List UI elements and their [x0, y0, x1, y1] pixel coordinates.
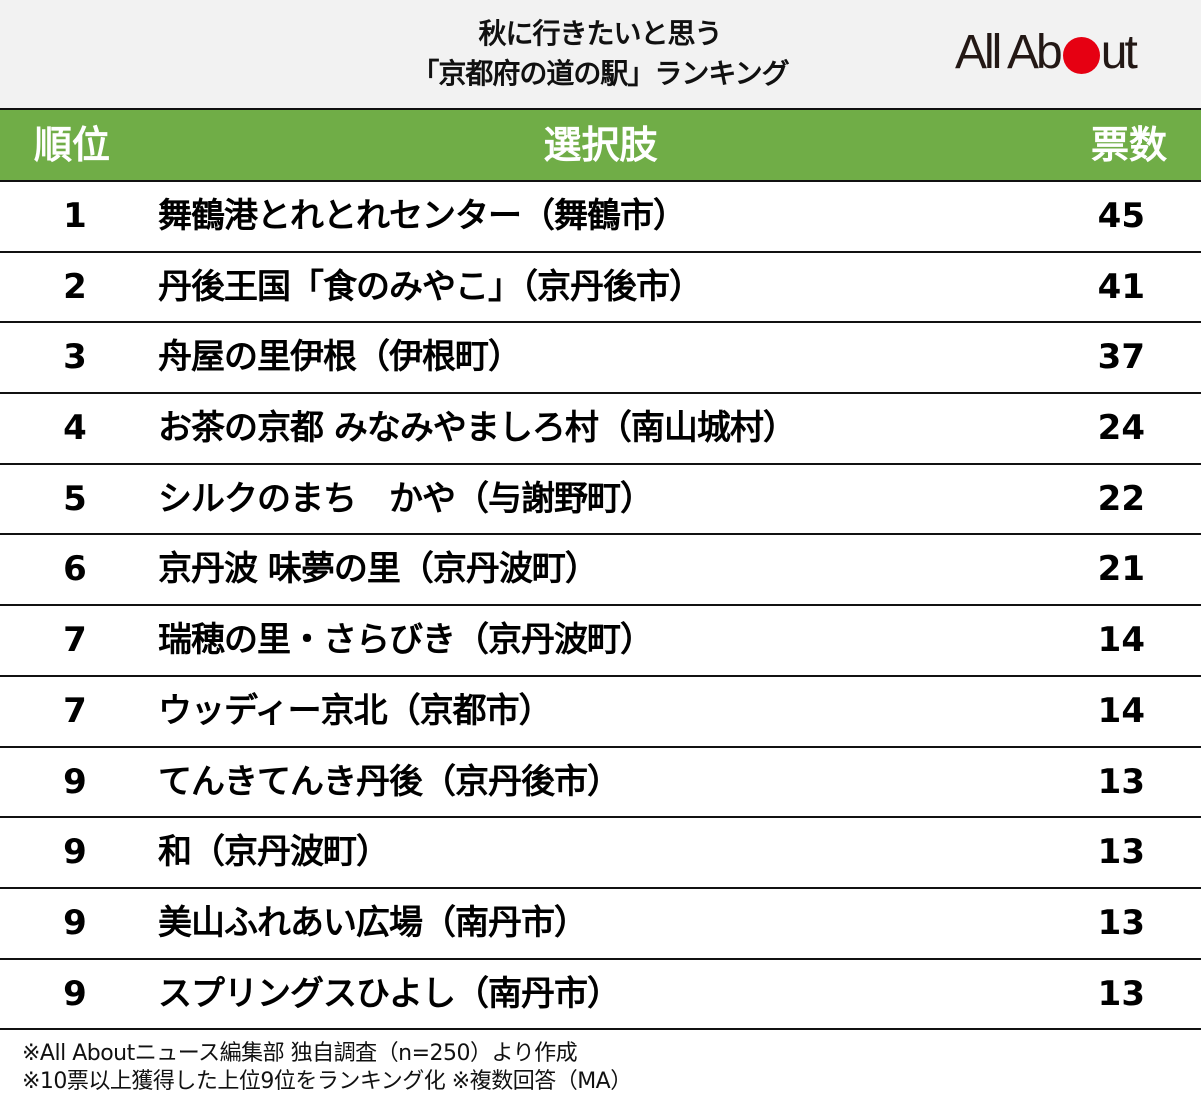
rank-cell: 9 [63, 902, 87, 943]
votes-cell: 21 [1097, 549, 1145, 590]
name-cell: 瑞穂の里・さらびき（京丹波町） [158, 620, 654, 661]
table-row: 9 スプリングスひよし（南丹市） 13 [0, 960, 1201, 1031]
name-cell: シルクのまち かや（与謝野町） [158, 478, 654, 519]
table-header: 選択肢 順位 票数 [0, 110, 1201, 182]
table-row: 1 舞鶴港とれとれセンター（舞鶴市） 45 [0, 182, 1201, 253]
rank-cell: 1 [63, 196, 87, 236]
votes-cell: 37 [1097, 337, 1145, 378]
table-row: 9 和（京丹波町） 13 [0, 818, 1201, 889]
rank-cell: 7 [63, 620, 87, 661]
footer-note-source: ※All Aboutニュース編集部 独自調査（n=250）より作成 [22, 1041, 578, 1066]
table-row: 9 美山ふれあい広場（南丹市） 13 [0, 889, 1201, 960]
header-rank: 順位 [34, 123, 111, 167]
name-cell: 舟屋の里伊根（伊根町） [158, 337, 522, 378]
rank-cell: 6 [63, 549, 87, 590]
votes-cell: 22 [1097, 478, 1145, 519]
table-row: 2 丹後王国「食のみやこ」（京丹後市） 41 [0, 253, 1201, 324]
rank-cell: 2 [63, 266, 87, 307]
votes-cell: 14 [1097, 690, 1145, 731]
page-title: 秋に行きたいと思う 「京都府の道の駅」ランキング [300, 14, 900, 94]
logo-red-dot-icon [1062, 36, 1100, 74]
allabout-logo-icon: All Ab ut [955, 26, 1138, 80]
logo-text-after: ut [1100, 26, 1138, 79]
votes-cell: 13 [1097, 902, 1145, 943]
table-row: 7 ウッディー京北（京都市） 14 [0, 677, 1201, 748]
votes-cell: 41 [1097, 266, 1145, 307]
table-body: 1 舞鶴港とれとれセンター（舞鶴市） 45 2 丹後王国「食のみやこ」（京丹後市… [0, 182, 1201, 1031]
name-cell: 美山ふれあい広場（南丹市） [158, 902, 588, 943]
name-cell: 和（京丹波町） [158, 832, 390, 873]
votes-cell: 13 [1097, 761, 1145, 802]
name-cell: 舞鶴港とれとれセンター（舞鶴市） [158, 196, 687, 236]
name-cell: 京丹波 味夢の里（京丹波町） [158, 549, 599, 590]
title-line-1: 秋に行きたいと思う [478, 17, 722, 50]
votes-cell: 45 [1097, 196, 1145, 236]
title-line-2: 「京都府の道の駅」ランキング [411, 57, 789, 90]
logo-text-before: All Ab [955, 26, 1063, 79]
header-votes: 票数 [1090, 123, 1167, 167]
votes-cell: 13 [1097, 832, 1145, 873]
votes-cell: 24 [1097, 408, 1145, 449]
votes-cell: 13 [1097, 973, 1145, 1014]
name-cell: てんきてんき丹後（京丹後市） [158, 761, 621, 802]
name-cell: 丹後王国「食のみやこ」（京丹後市） [158, 266, 703, 307]
rank-cell: 3 [63, 337, 87, 378]
name-cell: ウッディー京北（京都市） [158, 690, 553, 731]
table-row: 4 お茶の京都 みなみやましろ村（南山城村） 24 [0, 394, 1201, 465]
rank-cell: 9 [63, 832, 87, 873]
header-choice: 選択肢 [543, 123, 658, 167]
table-row: 5 シルクのまち かや（与謝野町） 22 [0, 465, 1201, 536]
title-block: 秋に行きたいと思う 「京都府の道の駅」ランキング All Ab ut [0, 0, 1201, 110]
rank-cell: 7 [63, 690, 87, 731]
name-cell: お茶の京都 みなみやましろ村（南山城村） [158, 408, 797, 449]
rank-cell: 5 [63, 478, 87, 519]
table-row: 3 舟屋の里伊根（伊根町） 37 [0, 323, 1201, 395]
votes-cell: 14 [1097, 620, 1145, 661]
table-row: 9 てんきてんき丹後（京丹後市） 13 [0, 748, 1201, 819]
name-cell: スプリングスひよし（南丹市） [158, 973, 621, 1014]
rank-cell: 9 [63, 973, 87, 1014]
table-row: 7 瑞穂の里・さらびき（京丹波町） 14 [0, 606, 1201, 677]
rank-cell: 9 [63, 761, 87, 802]
footer-note-method: ※10票以上獲得した上位9位をランキング化 ※複数回答（MA） [22, 1069, 632, 1094]
footer-notes: ※All Aboutニュース編集部 独自調査（n=250）より作成 ※10票以上… [22, 1040, 632, 1096]
table-row: 6 京丹波 味夢の里（京丹波町） 21 [0, 535, 1201, 607]
rank-cell: 4 [63, 408, 87, 449]
